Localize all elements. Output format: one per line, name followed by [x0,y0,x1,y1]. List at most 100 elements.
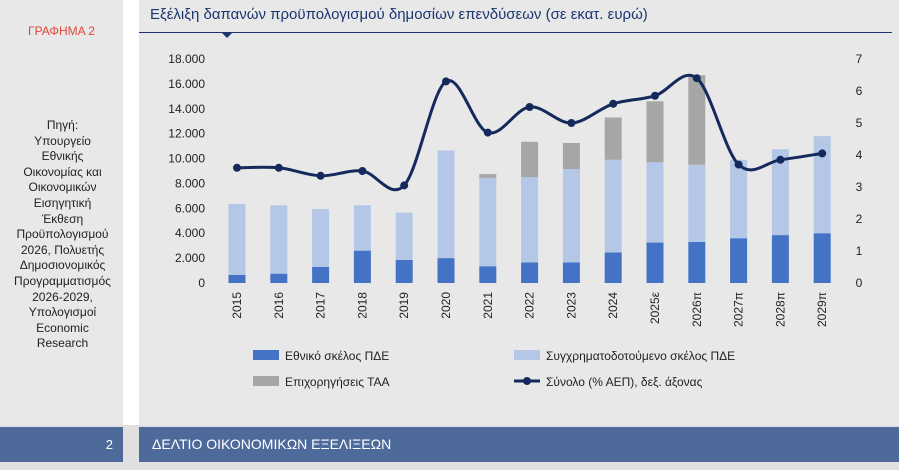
chart-plot: 0 2.000 4.000 6.000 8.000 10.000 12.000 14.000 1… [168,52,863,389]
title-underline [139,32,892,33]
point-total-gdp [442,77,450,86]
bar-national [646,242,664,283]
bar-national [353,250,371,283]
bar-cofinanced [771,149,789,236]
point-total-gdp [567,119,576,127]
bulletin-title: ΔΕΛΤΙΟ ΟΙΚΟΝΟΜΙΚΩΝ ΕΞΕΛΙΞΕΩΝ [152,436,392,452]
y2-tick-label: 7 [856,52,863,66]
bar-grants [521,141,539,178]
bar-national [813,233,831,283]
point-total-gdp [609,99,618,108]
figure-label: ΓΡΑΦΗΜΑ 2 [28,24,95,38]
point-total-gdp [651,91,659,100]
bar-cofinanced [353,205,371,251]
x-tick-label: 2023 [564,292,578,319]
legend-grants-label: Επιχορηγήσεις ΤΑΑ [285,375,390,389]
bar-cofinanced [437,150,455,259]
y2-tick-label: 3 [856,180,863,194]
bar-cofinanced [813,136,831,234]
legend-total-gdp-label: Σύνολο (% ΑΕΠ), δεξ. άξονας [546,375,703,389]
y2-tick-label: 1 [856,244,863,258]
bar-cofinanced [312,208,330,267]
sidebar-panel [0,0,123,425]
bar-grants [479,174,497,178]
bar-grants [562,143,580,170]
bar-national [604,252,622,283]
y-tick-label: 18.000 [168,52,205,66]
x-tick-label: 2016 [272,292,286,319]
y2-tick-label: 2 [856,212,863,226]
bar-national [312,266,330,283]
bar-grants [646,101,664,163]
legend-national-swatch [253,350,279,360]
point-total-gdp [274,163,283,172]
point-total-gdp [525,103,534,111]
bar-cofinanced [479,177,497,267]
x-tick-label: 2027π [732,292,746,327]
bar-national [270,273,288,283]
y-tick-label: 14.000 [168,102,205,116]
x-tick-label: 2018 [355,292,369,319]
chart-title: Εξέλιξη δαπανών προϋπολογισμού δημοσίων … [150,6,648,23]
legend-grants-swatch [253,376,279,386]
footer-title-box [139,427,899,462]
bar-cofinanced [562,169,580,263]
y-tick-label: 2.000 [175,251,205,265]
legend-cofinanced-swatch [514,350,540,360]
bar-national [395,259,413,283]
bar-national [437,258,455,283]
x-tick-label: 2028π [773,292,787,327]
y2-tick-label: 0 [856,276,863,290]
bar-cofinanced [688,164,706,242]
bar-cofinanced [270,205,288,274]
x-tick-label: 2024 [606,292,620,319]
point-total-gdp [358,167,367,175]
bar-cofinanced [395,212,413,260]
y-tick-label: 0 [198,276,205,290]
x-tick-label: 2025ε [648,291,662,324]
point-total-gdp [692,74,701,83]
bar-national [479,266,497,283]
page-number: 2 [105,437,113,452]
legend-cofinanced-label: Συγχρηματοδοτούμενο σκέλος ΠΔΕ [546,349,735,363]
bar-national [771,235,789,283]
point-total-gdp [400,181,409,190]
y-tick-label: 8.000 [175,176,205,190]
point-total-gdp [316,171,325,180]
legend-total-gdp-marker [523,377,531,385]
sidebar-gap [123,0,139,425]
y-tick-label: 16.000 [168,77,205,91]
y-tick-label: 6.000 [175,201,205,215]
x-tick-label: 2020 [439,292,453,319]
bar-grants [688,75,706,165]
bar-national [562,262,580,283]
footer-page-box [0,427,123,462]
bar-national [688,241,706,283]
bar-grants [604,117,622,160]
bar-cofinanced [646,162,664,243]
title-notch-marker [222,33,232,38]
y2-tick-label: 4 [856,148,863,162]
x-tick-label: 2026π [690,292,704,327]
x-tick-label: 2029π [815,292,829,327]
point-total-gdp [776,155,785,164]
x-tick-label: 2015 [230,292,244,319]
y-tick-label: 10.000 [168,152,205,166]
bar-cofinanced [521,177,539,263]
footer-gap [123,427,139,462]
point-total-gdp [483,128,492,137]
x-tick-label: 2017 [314,292,328,319]
bar-national [228,274,246,283]
source-note: Πηγή: Υπουργείο Εθνικής Οικονομίας και Ο… [14,118,111,351]
x-tick-label: 2021 [481,292,495,319]
legend-national-label: Εθνικό σκέλος ΠΔΕ [285,349,389,363]
bar-national [730,238,748,283]
bar-cofinanced [604,159,622,253]
bar-cofinanced [228,203,246,275]
y-tick-label: 4.000 [175,226,205,240]
point-total-gdp [233,163,241,172]
y2-tick-label: 6 [856,84,863,98]
y-tick-label: 12.000 [168,127,205,141]
point-total-gdp [734,160,743,169]
x-tick-label: 2019 [397,292,411,319]
